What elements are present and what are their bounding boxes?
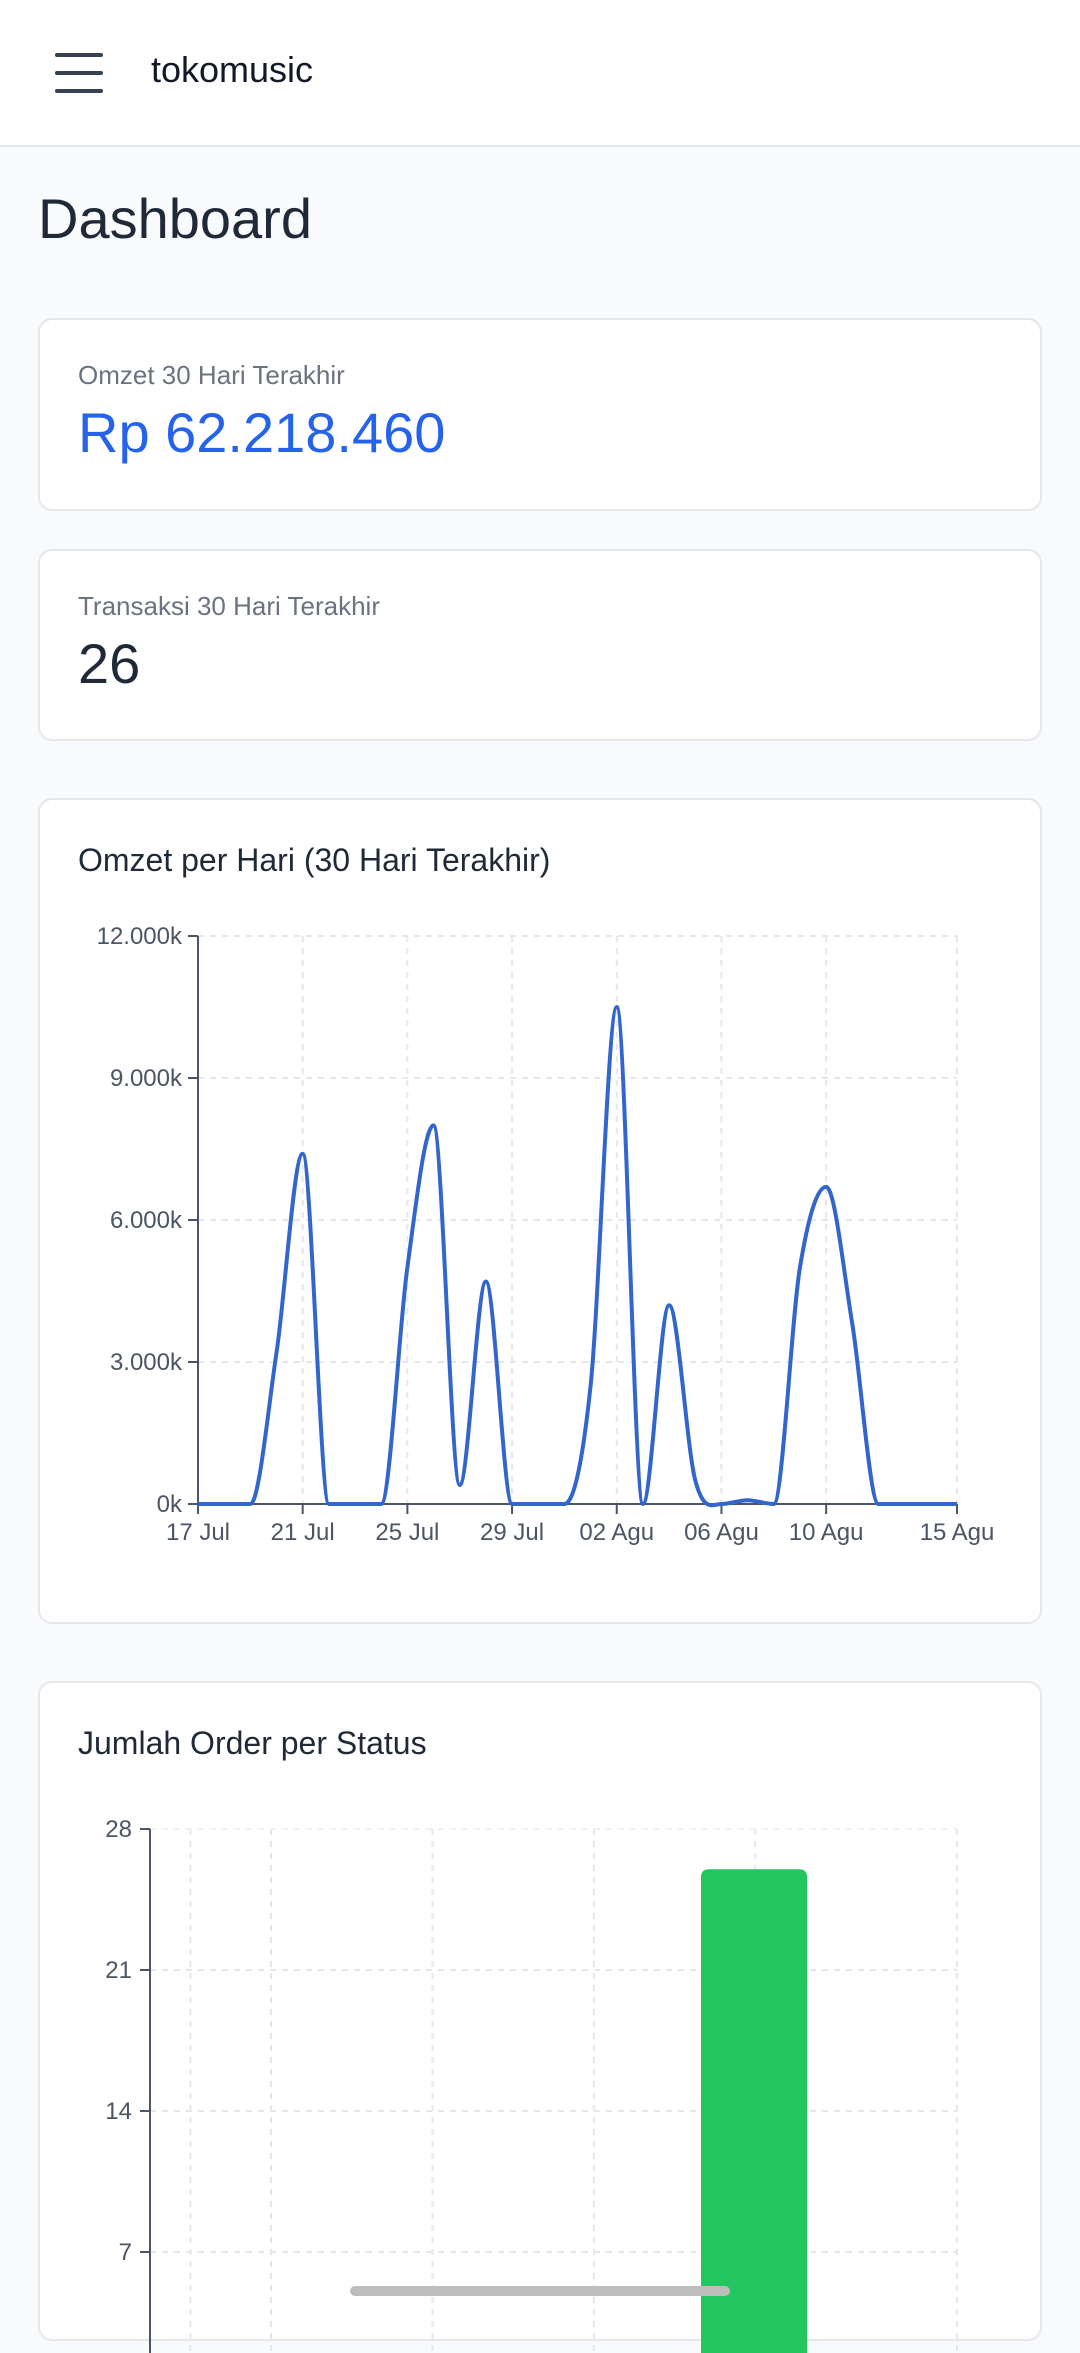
- revenue-line-chart: 0k 3.000k 6.000k 9.000k 12.000k 17 Jul 21 Jul 2…: [97, 923, 995, 1546]
- x-tick-label: 25 Jul: [375, 1519, 439, 1546]
- y-tick-label: 7: [119, 2239, 132, 2266]
- y-tick-label: 6.000k: [110, 1207, 183, 1234]
- transactions-stat-label: Transaksi 30 Hari Terakhir: [78, 591, 380, 621]
- gesture-home-bar[interactable]: [350, 2286, 730, 2296]
- order-status-bar-chart: 28 21 14 7: [105, 1816, 958, 2353]
- order-status-bar: [701, 1869, 807, 2353]
- revenue-stat-label: Omzet 30 Hari Terakhir: [78, 360, 345, 390]
- app-title[interactable]: tokomusic: [151, 49, 314, 90]
- x-tick-label: 17 Jul: [166, 1519, 230, 1546]
- x-tick-label: 29 Jul: [480, 1519, 544, 1546]
- x-tick-label: 06 Agu: [684, 1519, 759, 1546]
- revenue-stat-value: Rp 62.218.460: [78, 401, 446, 464]
- revenue-series-line: [198, 1005, 957, 1508]
- y-tick-label: 14: [105, 2098, 132, 2125]
- transactions-stat-card: Transaksi 30 Hari Terakhir 26: [38, 549, 1042, 741]
- hamburger-menu-icon[interactable]: [44, 40, 116, 106]
- revenue-chart-card: Omzet per Hari (30 Hari Terakhir) 0k 3.00…: [38, 798, 1042, 1624]
- revenue-chart-title: Omzet per Hari (30 Hari Terakhir): [78, 842, 551, 878]
- y-tick-label: 3.000k: [110, 1349, 183, 1376]
- x-tick-label: 02 Agu: [579, 1519, 654, 1546]
- page-title: Dashboard: [38, 187, 312, 250]
- order-status-chart-title: Jumlah Order per Status: [78, 1725, 427, 1761]
- y-tick-label: 28: [105, 1816, 132, 1843]
- y-tick-label: 0k: [157, 1491, 183, 1518]
- revenue-stat-card: Omzet 30 Hari Terakhir Rp 62.218.460: [38, 318, 1042, 511]
- order-status-chart-card: Jumlah Order per Status 28 21 14 7: [38, 1681, 1042, 2353]
- y-tick-label: 12.000k: [97, 923, 183, 950]
- x-tick-label: 15 Agu: [920, 1519, 995, 1546]
- x-tick-label: 10 Agu: [789, 1519, 864, 1546]
- y-tick-label: 21: [105, 1957, 132, 1984]
- transactions-stat-value: 26: [78, 632, 141, 695]
- y-tick-label: 9.000k: [110, 1065, 183, 1092]
- x-tick-label: 21 Jul: [271, 1519, 335, 1546]
- top-app-bar: tokomusic: [0, 0, 1080, 147]
